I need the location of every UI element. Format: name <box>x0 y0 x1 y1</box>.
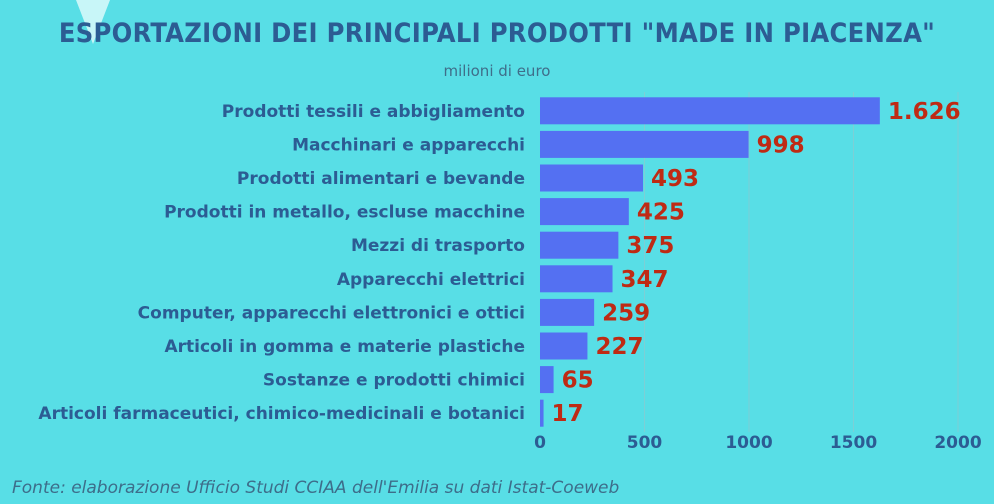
bar[interactable] <box>540 198 629 226</box>
source-note: Fonte: elaborazione Ufficio Studi CCIAA … <box>12 478 620 498</box>
category-label: Articoli farmaceutici, chimico-medicinal… <box>38 404 525 424</box>
bar[interactable] <box>540 231 619 259</box>
value-label: 493 <box>651 166 699 192</box>
x-tick-label: 1500 <box>830 433 877 453</box>
category-label: Prodotti in metallo, escluse macchine <box>164 203 525 223</box>
category-label: Prodotti alimentari e bevande <box>237 169 525 189</box>
category-label: Mezzi di trasporto <box>351 236 525 256</box>
bar[interactable] <box>540 298 595 326</box>
value-label: 998 <box>757 132 805 158</box>
category-label: Sostanze e prodotti chimici <box>263 371 525 391</box>
value-label: 259 <box>602 300 650 326</box>
triangle-decoration-icon <box>76 0 110 44</box>
value-label: 347 <box>621 267 669 293</box>
bar[interactable] <box>540 332 588 360</box>
value-label: 65 <box>562 368 594 394</box>
chart-subtitle: milioni di euro <box>443 62 551 80</box>
value-label: 425 <box>637 200 685 226</box>
category-label: Macchinari e apparecchi <box>292 135 525 155</box>
category-label: Prodotti tessili e abbigliamento <box>222 102 525 122</box>
bar[interactable] <box>540 265 613 293</box>
bar[interactable] <box>540 130 749 158</box>
bar[interactable] <box>540 97 880 125</box>
category-label: Computer, apparecchi elettronici e ottic… <box>138 303 525 323</box>
bar[interactable] <box>540 164 644 192</box>
bar[interactable] <box>540 399 544 427</box>
chart-title: ESPORTAZIONI DEI PRINCIPALI PRODOTTI "MA… <box>58 18 936 49</box>
x-tick-label: 0 <box>534 433 546 453</box>
category-label: Articoli in gomma e materie plastiche <box>164 337 525 357</box>
value-label: 227 <box>595 334 643 360</box>
category-label: Apparecchi elettrici <box>337 270 525 290</box>
bar[interactable] <box>540 366 554 394</box>
x-tick-label: 2000 <box>934 433 981 453</box>
x-tick-label: 1000 <box>725 433 772 453</box>
value-label: 17 <box>552 401 584 427</box>
value-label: 1.626 <box>888 99 961 125</box>
x-tick-label: 500 <box>627 433 663 453</box>
value-label: 375 <box>626 233 674 259</box>
